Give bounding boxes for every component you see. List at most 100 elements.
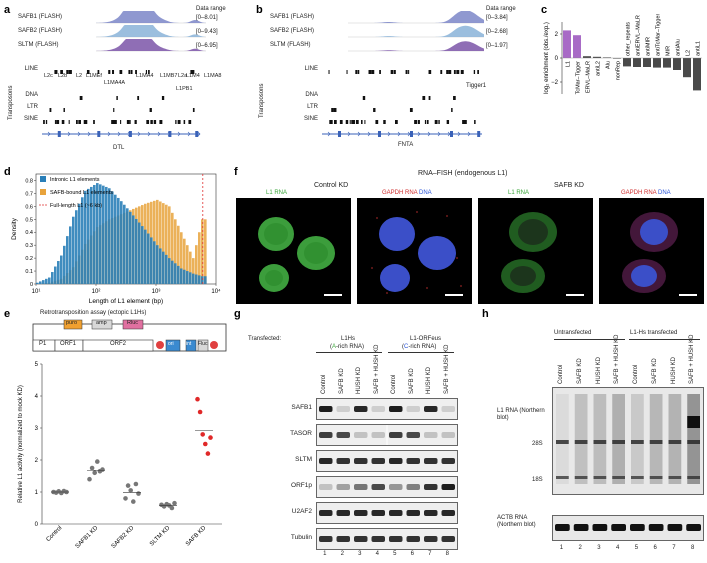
panel-a-transposon-tracks (42, 70, 201, 137)
track-range: [0–2.68] (486, 29, 508, 35)
g-column-label: Control (391, 374, 397, 394)
d-hist-bar (174, 263, 177, 284)
g-blot-strip (316, 424, 458, 446)
d-hist-bar (150, 237, 153, 284)
panel-h-actb-label: ACTB RNA (Northern blot) (497, 515, 536, 528)
panel-h-group2: L1-Hs transfected (630, 330, 678, 336)
g-row-label: SLTM (295, 456, 312, 463)
signal-track (348, 25, 484, 38)
signal-track (96, 39, 206, 52)
d-hist-bar (63, 245, 66, 284)
d-hist-bar (180, 232, 183, 284)
h-lane-number: 1 (559, 545, 564, 551)
d-hist-bar (201, 276, 204, 284)
panel-h-actb-blot (552, 515, 704, 541)
e-ylabel: Relative L1 activity (normalized to mock… (18, 385, 24, 503)
track-name: SLTM (FLASH) (18, 42, 59, 48)
d-hist-bar (156, 199, 159, 284)
e-point (195, 396, 200, 402)
g-row-label: Tubulin (290, 534, 312, 541)
d-hist-bar (198, 275, 201, 284)
d-hist-bar (51, 272, 54, 284)
c-bar (683, 58, 691, 78)
d-ytick: 0.5 (25, 217, 33, 223)
c-category-label: antiL2 (596, 61, 602, 76)
d-legend-text: SAFB-bound L1 elements (50, 190, 113, 196)
d-xtick: 10² (92, 289, 101, 295)
e-point (92, 470, 97, 476)
d-hist-bar (141, 226, 144, 284)
g-column-label: Control (321, 374, 327, 394)
d-hist-bar (111, 191, 114, 284)
d-hist-bar (153, 241, 156, 284)
track-name: SLTM (FLASH) (270, 42, 311, 48)
construct-orf1-label: ORF1 (60, 341, 77, 347)
line-element-label: L1MA4 (136, 73, 154, 79)
h-lane-number: 7 (672, 545, 676, 551)
d-ytick: 0.8 (25, 178, 33, 184)
panel-b-gene-label: FNTA (398, 142, 414, 148)
d-ytick: 0.4 (25, 230, 33, 236)
d-hist-bar (159, 248, 162, 284)
d-hist-bar (168, 206, 171, 284)
h-column-label: Control (558, 364, 564, 384)
d-hist-bar (93, 185, 96, 284)
g-blot-strip (316, 450, 458, 472)
d-hist-bar (126, 208, 129, 284)
h-lane-number: 8 (690, 545, 695, 551)
e-point (95, 459, 100, 464)
d-hist-bar (192, 258, 195, 284)
d-hist-bar (165, 254, 168, 284)
panel-c-label: c (541, 4, 548, 16)
h-column-label: Control (633, 364, 639, 384)
d-xtick: 10¹ (32, 289, 41, 295)
g-blot-strip (316, 398, 458, 420)
c-ylabel: log₂ enrichment (obs./exp.) (544, 22, 550, 94)
panel-h-label: h (482, 308, 489, 320)
d-hist-bar (201, 219, 204, 284)
track-range: [0–9.43] (196, 29, 218, 35)
c-category-label: antiMIR (646, 37, 652, 56)
g-group-rule (388, 352, 454, 353)
d-hist-bar (42, 280, 45, 284)
g-row-label: SAFB1 (291, 404, 312, 411)
transposon-class-label: LINE (304, 66, 318, 72)
d-hist-bar (195, 274, 198, 284)
c-bar (593, 56, 601, 58)
d-hist-bar (105, 186, 108, 284)
panel-b-transposons-label: Transposons (259, 83, 265, 118)
e-point (100, 467, 105, 472)
micrograph-control-l1 (236, 198, 351, 304)
g-lane-number: 7 (428, 551, 432, 557)
track-name: SAFB1 (FLASH) (18, 14, 63, 20)
signal-track (348, 11, 484, 24)
d-hist-bar (183, 269, 186, 284)
transposon-class-label: LTR (27, 104, 38, 110)
panel-f-l1-label-2: L1 RNA (508, 190, 530, 196)
d-legend-text: Full-length L1 (~6 kb) (50, 203, 102, 209)
e-category-label: SAFB1 KD (75, 525, 100, 550)
transposon-class-label: LINE (24, 66, 38, 72)
panel-a-data-range-title: Data range (196, 6, 226, 12)
e-point (89, 465, 95, 471)
d-ytick: 0 (30, 282, 33, 288)
line-element-label: L2a (178, 73, 188, 79)
d-hist-bar (114, 194, 117, 284)
d-hist-bar (165, 204, 168, 284)
g-blot-strip (316, 528, 458, 550)
d-xtick: 10³ (152, 289, 161, 295)
d-hist-bar (198, 232, 201, 284)
e-ytick: 2 (35, 458, 39, 464)
line-element-label: L2 (76, 73, 83, 79)
e-point (197, 409, 203, 415)
d-hist-bar (174, 219, 177, 284)
panel-f-dna-2: DNA (658, 190, 671, 196)
e-ytick: 5 (35, 362, 39, 368)
c-ytick: −2 (551, 80, 559, 86)
h-group-rule (629, 339, 700, 340)
g-row-label: TASOR (290, 430, 312, 437)
d-hist-bar (144, 229, 147, 284)
c-category-label: L2 (686, 50, 692, 56)
panel-g-group2-sub: (C-rich RNA) (402, 344, 436, 351)
e-category-label: SAFB KD (185, 525, 208, 548)
